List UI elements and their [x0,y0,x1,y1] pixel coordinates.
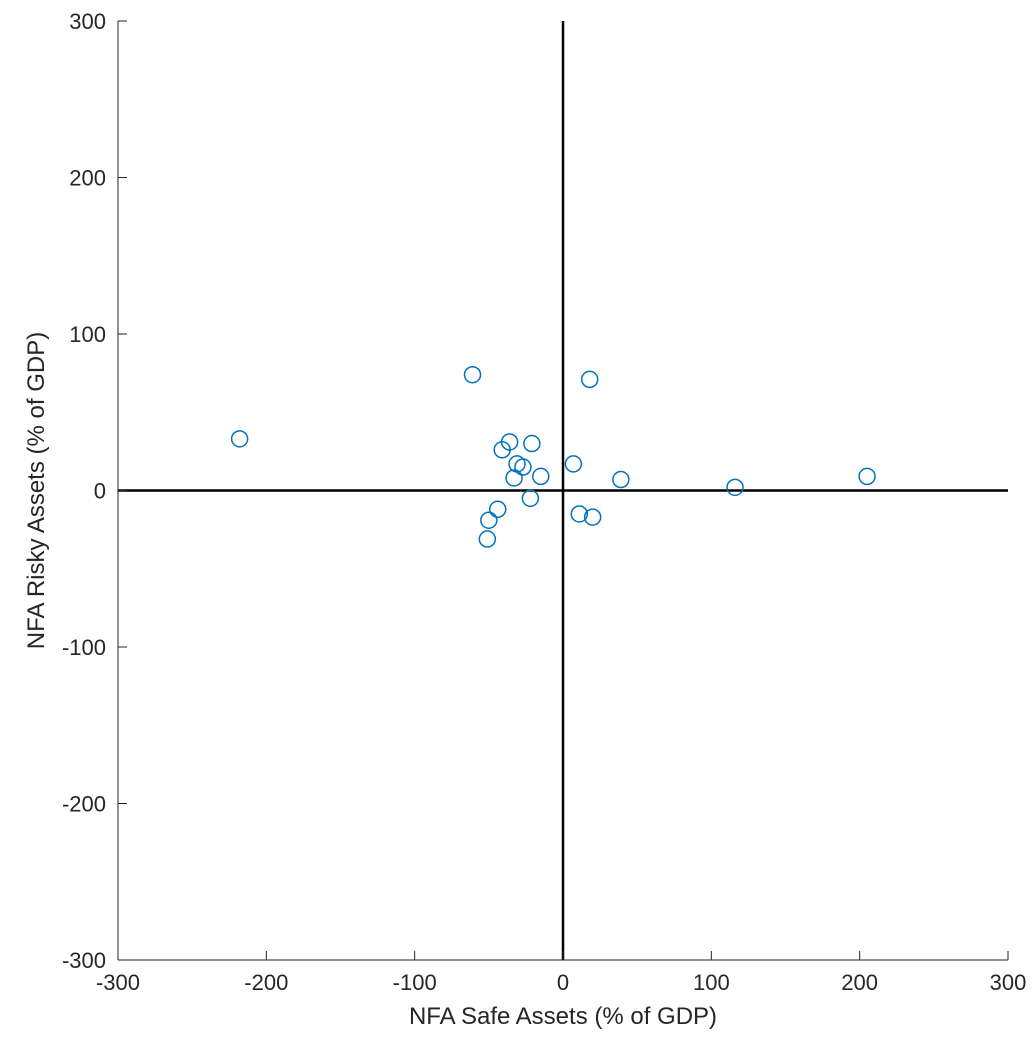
y-tick-label: -300 [62,948,106,973]
x-tick-label: -300 [96,970,140,995]
x-ticks: -300 -200 -100 0 100 200 300 [96,951,1026,995]
data-point [532,467,550,486]
x-tick-label: 200 [841,970,878,995]
y-tick-label: -200 [62,792,106,817]
y-tick-label: 200 [69,166,106,191]
y-tick-label: -100 [62,635,106,660]
data-point [523,434,541,453]
y-axis-label: NFA Risky Assets (% of GDP) [23,332,50,649]
data-point [521,489,540,508]
data-points [230,365,876,548]
data-point [612,470,630,489]
data-point [493,441,511,459]
x-tick-label: 0 [557,970,569,995]
data-point [858,467,876,486]
data-point [583,508,602,526]
x-axis-label: NFA Safe Assets (% of GDP) [409,1003,717,1030]
data-point [505,469,523,487]
y-ticks: -300 -200 -100 0 100 200 300 [62,9,127,973]
data-point [514,458,532,476]
x-tick-label: -200 [244,970,288,995]
y-tick-label: 300 [69,9,106,34]
y-tick-label: 0 [94,479,106,504]
data-point [580,370,599,389]
data-point [463,365,482,384]
x-tick-label: 100 [693,970,730,995]
x-tick-label: 300 [990,970,1027,995]
data-point [478,530,497,548]
data-point [488,500,507,519]
data-point [480,511,498,529]
data-point [230,430,249,448]
y-tick-label: 100 [69,322,106,347]
data-point [564,455,583,473]
data-point [726,478,744,497]
x-tick-label: -100 [393,970,437,995]
data-point [570,505,589,523]
